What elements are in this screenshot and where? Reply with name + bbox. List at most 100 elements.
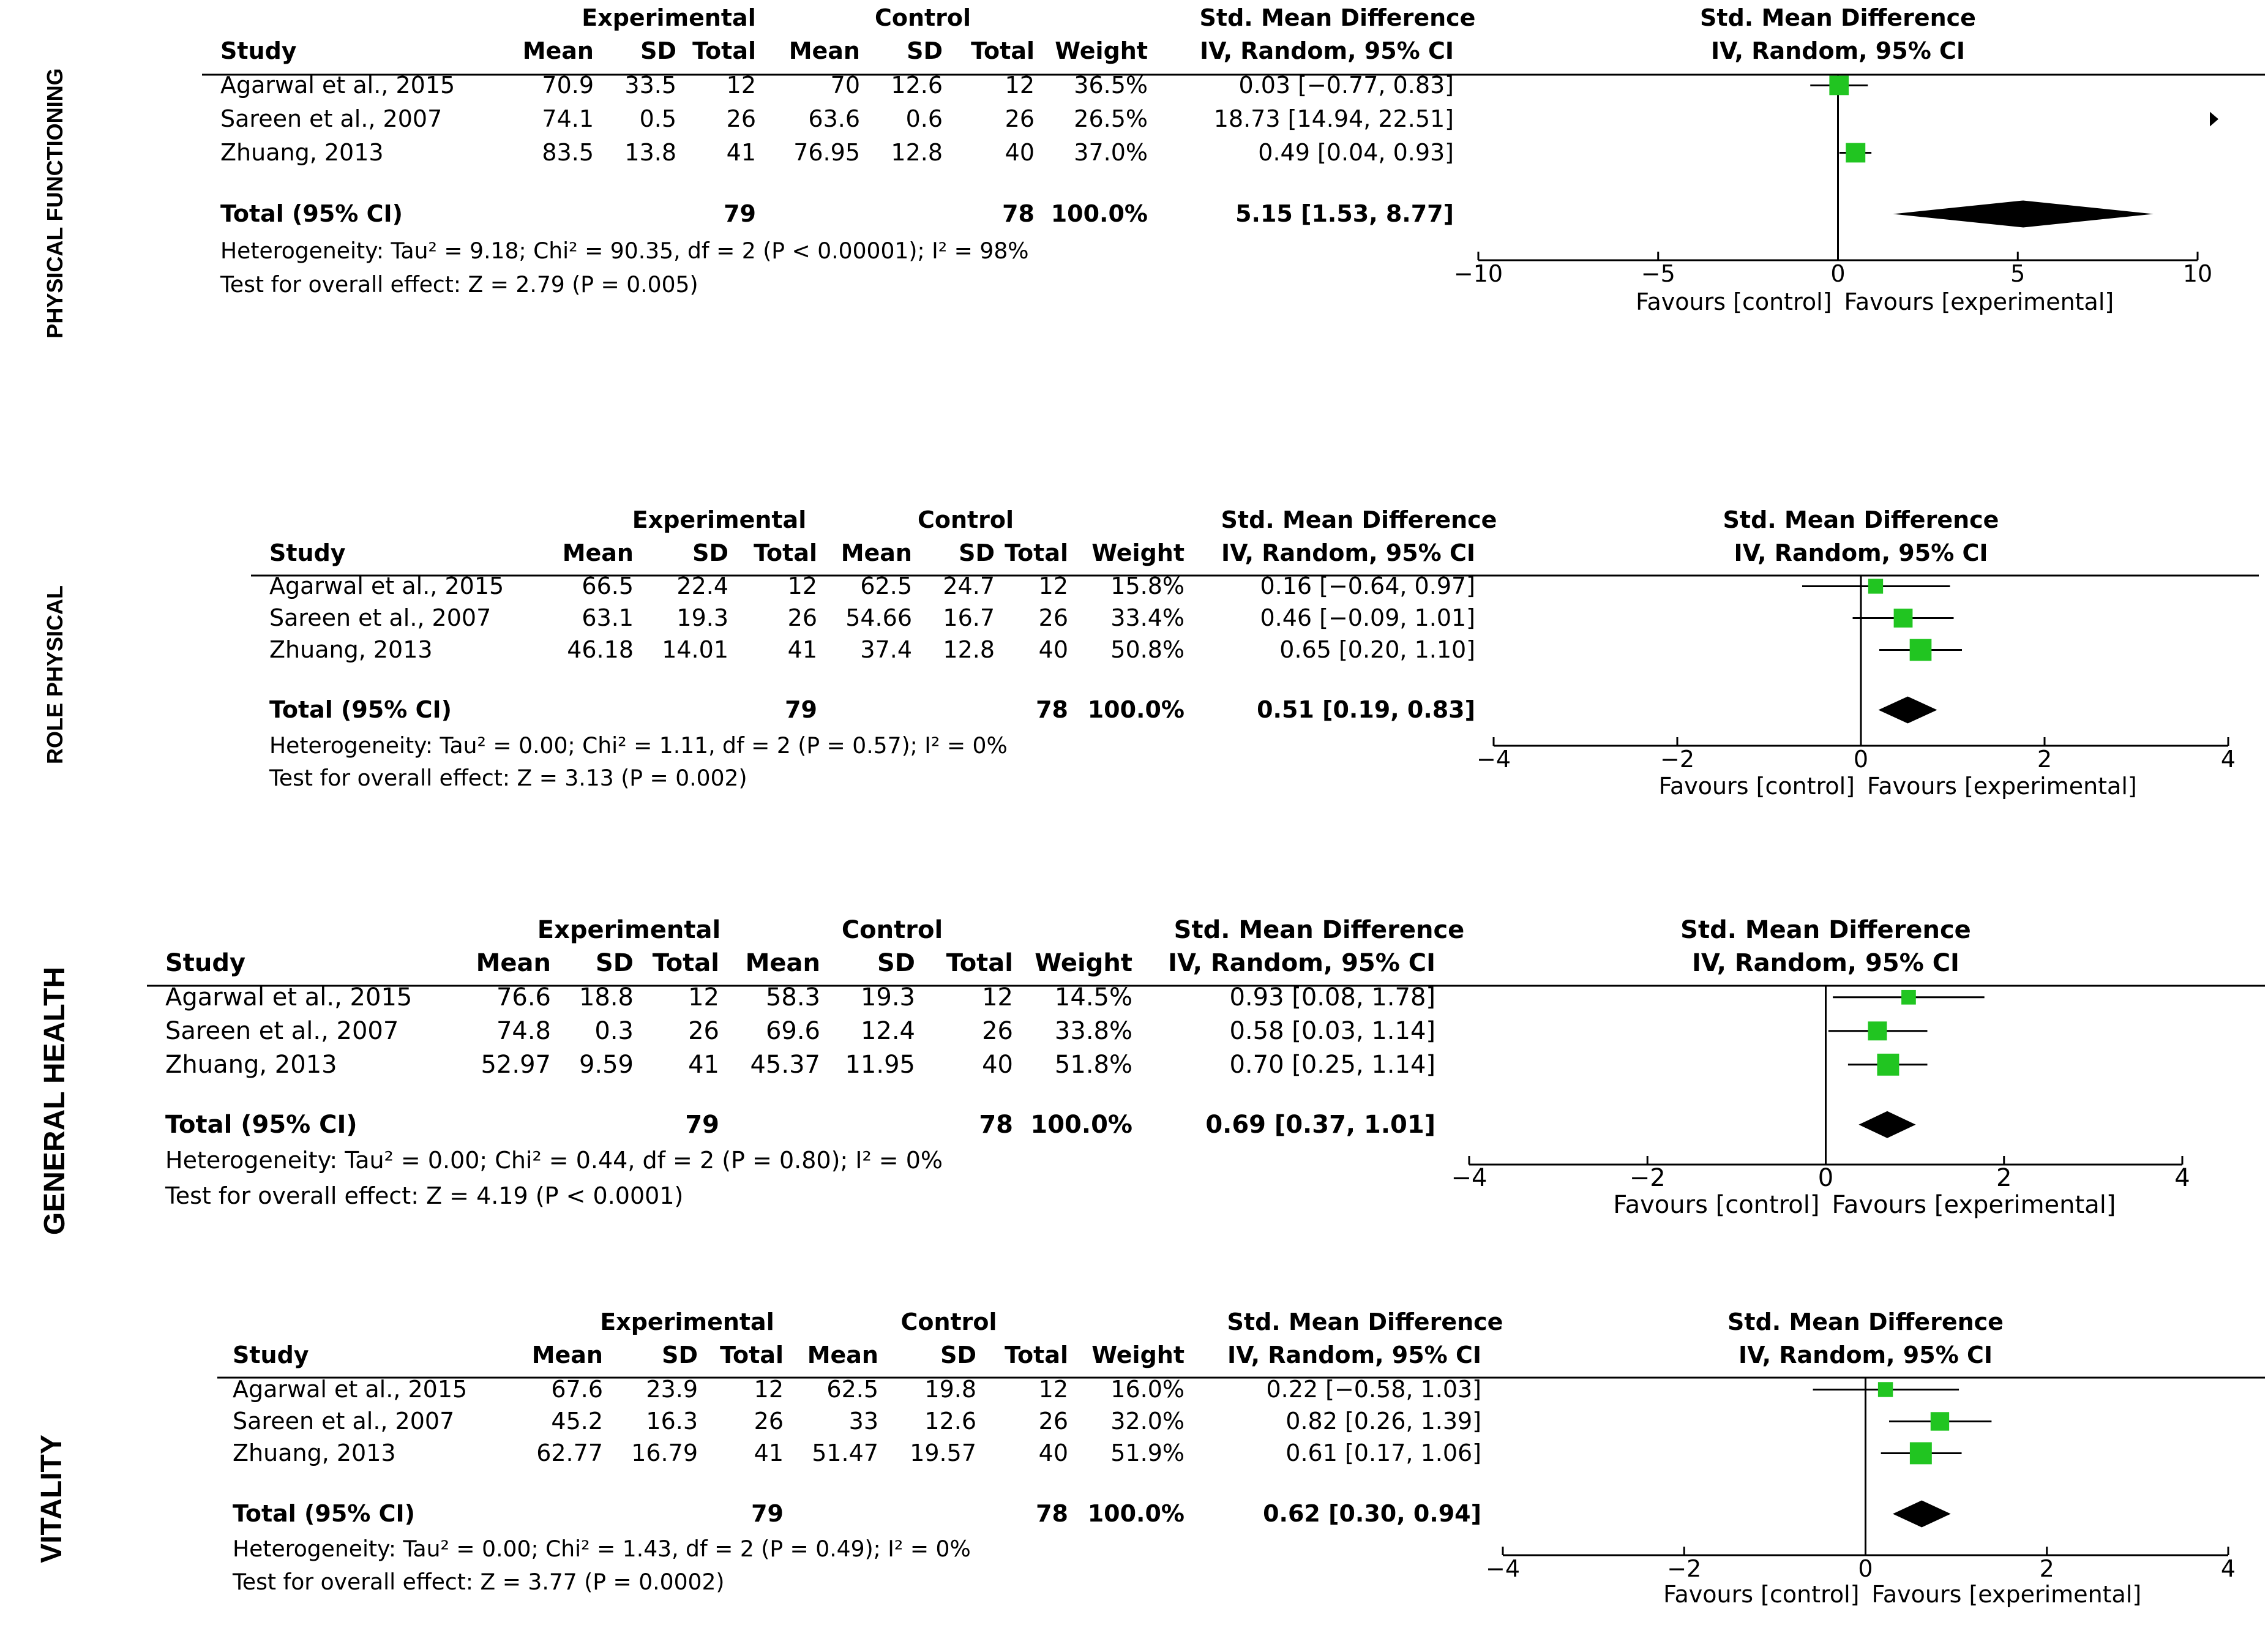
header-control: Control [900,1308,997,1335]
favours-control-label: Favours [control] [1636,288,1832,315]
header-std-mean-difference: Std. Mean Difference [1221,506,1497,533]
x-tick-label: 2 [2040,1555,2054,1582]
study-ctl-sd: 24.7 [943,572,995,599]
study-weight: 51.8% [1055,1051,1132,1079]
study-ctl-mean: 45.37 [750,1051,820,1079]
x-tick-label: 0 [1818,1164,1833,1192]
overall-effect-text: Test for overall effect: Z = 2.79 (P = 0… [220,272,698,298]
favours-experimental-label: Favours [experimental] [1867,773,2137,800]
study-name: Sareen et al., 2007 [269,604,491,631]
heterogeneity-text: Heterogeneity: Tau² = 0.00; Chi² = 0.44,… [165,1147,943,1174]
header-exp-total: Total [720,1342,784,1368]
favours-control-label: Favours [control] [1659,773,1855,800]
study-ctl-sd: 19.3 [861,983,915,1011]
header-control: Control [875,4,971,31]
header-exp-total: Total [754,539,817,566]
study-ctl-total: 40 [982,1051,1013,1079]
x-tick-label: −4 [1451,1164,1488,1192]
plot-method: IV, Random, 95% CI [1692,949,1959,977]
x-tick-label: −4 [1476,746,1511,773]
x-tick-label: −4 [1486,1555,1520,1582]
x-tick-label: 0 [1854,746,1868,773]
header-ctl-total: Total [946,949,1013,977]
pooled-effect-diamond [1893,200,2154,228]
study-ctl-mean: 58.3 [766,983,820,1011]
plot-title: Std. Mean Difference [1723,506,1999,533]
plot-method: IV, Random, 95% CI [1734,539,1988,566]
plot-title: Std. Mean Difference [1680,916,1971,944]
header-study: Study [165,949,245,977]
header-ctl-sd: SD [959,539,995,566]
study-exp-sd: 22.4 [676,572,728,599]
study-name: Sareen et al., 2007 [233,1408,454,1435]
plot-method: IV, Random, 95% CI [1711,37,1965,64]
study-weight: 33.4% [1110,604,1185,631]
study-name: Zhuang, 2013 [269,636,433,663]
study-effect-square [1877,1053,1899,1076]
side-label-vitality: VITALITY [36,1435,68,1563]
header-control: Control [842,916,943,944]
study-ctl-sd: 12.4 [861,1017,915,1045]
header-effect-method: IV, Random, 95% CI [1221,539,1475,566]
header-exp-sd: SD [640,37,676,64]
study-exp-total: 12 [788,572,817,599]
header-ctl-mean: Mean [841,539,912,566]
header-ctl-mean: Mean [789,37,860,64]
study-effect-square [1909,639,1932,661]
study-effect-square [1846,143,1866,163]
study-exp-mean: 63.1 [582,604,634,631]
study-exp-sd: 18.8 [579,983,634,1011]
study-ci: 0.16 [−0.64, 0.97] [1260,572,1475,599]
study-exp-total: 12 [754,1376,784,1403]
study-exp-mean: 45.2 [551,1408,603,1435]
study-ci: 0.70 [0.25, 1.14] [1229,1051,1435,1079]
study-exp-mean: 83.5 [542,139,594,166]
forest-plot-vitality: Experimental Control Std. Mean Difference S… [217,1308,2265,1608]
total-label: Total (95% CI) [269,696,452,723]
header-ctl-total: Total [1005,1342,1068,1368]
total-label: Total (95% CI) [220,200,403,227]
header-exp-sd: SD [596,949,634,977]
study-effect-square [1868,579,1884,594]
study-ctl-mean: 37.4 [860,636,912,663]
header-exp-mean: Mean [563,539,634,566]
x-tick-label: 4 [2221,1555,2236,1582]
x-tick-label: 2 [1996,1164,2012,1192]
total-ctl-total: 78 [1002,200,1035,227]
favours-control-label: Favours [control] [1663,1581,1859,1608]
study-weight: 16.0% [1110,1376,1185,1403]
study-ci: 0.65 [0.20, 1.10] [1279,636,1475,663]
header-std-mean-difference: Std. Mean Difference [1174,916,1465,944]
study-ctl-sd: 11.95 [845,1051,915,1079]
header-exp-sd: SD [662,1342,698,1368]
side-label-general-health: GENERAL HEALTH [39,966,71,1236]
header-ctl-total: Total [1005,539,1068,566]
header-effect-method: IV, Random, 95% CI [1168,949,1435,977]
study-ctl-sd: 0.6 [906,105,943,132]
header-weight: Weight [1091,539,1185,566]
study-ci: 0.49 [0.04, 0.93] [1258,139,1454,166]
total-weight: 100.0% [1051,200,1148,227]
study-ci: 0.93 [0.08, 1.78] [1229,983,1435,1011]
header-weight: Weight [1035,949,1132,977]
study-weight: 50.8% [1110,636,1185,663]
study-ctl-total: 26 [1039,1408,1068,1435]
study-name: Zhuang, 2013 [220,139,384,166]
study-name: Sareen et al., 2007 [165,1017,399,1045]
study-ctl-sd: 12.8 [891,139,943,166]
study-ci: 0.46 [−0.09, 1.01] [1260,604,1475,631]
total-exp-total: 79 [685,1111,719,1139]
header-effect-method: IV, Random, 95% CI [1227,1342,1481,1368]
study-weight: 37.0% [1074,139,1148,166]
off-scale-arrow [2210,111,2218,127]
study-ctl-total: 26 [1039,604,1068,631]
study-ctl-mean: 54.66 [845,604,912,631]
study-ctl-sd: 16.7 [943,604,995,631]
study-ctl-sd: 19.8 [924,1376,976,1403]
study-exp-total: 26 [754,1408,784,1435]
study-ctl-mean: 33 [849,1408,878,1435]
side-label-role-physical: ROLE PHYSICAL [42,585,67,765]
total-ctl-total: 78 [979,1111,1013,1139]
overall-effect-text: Test for overall effect: Z = 3.13 (P = 0… [269,765,747,791]
total-exp-total: 79 [785,696,817,723]
